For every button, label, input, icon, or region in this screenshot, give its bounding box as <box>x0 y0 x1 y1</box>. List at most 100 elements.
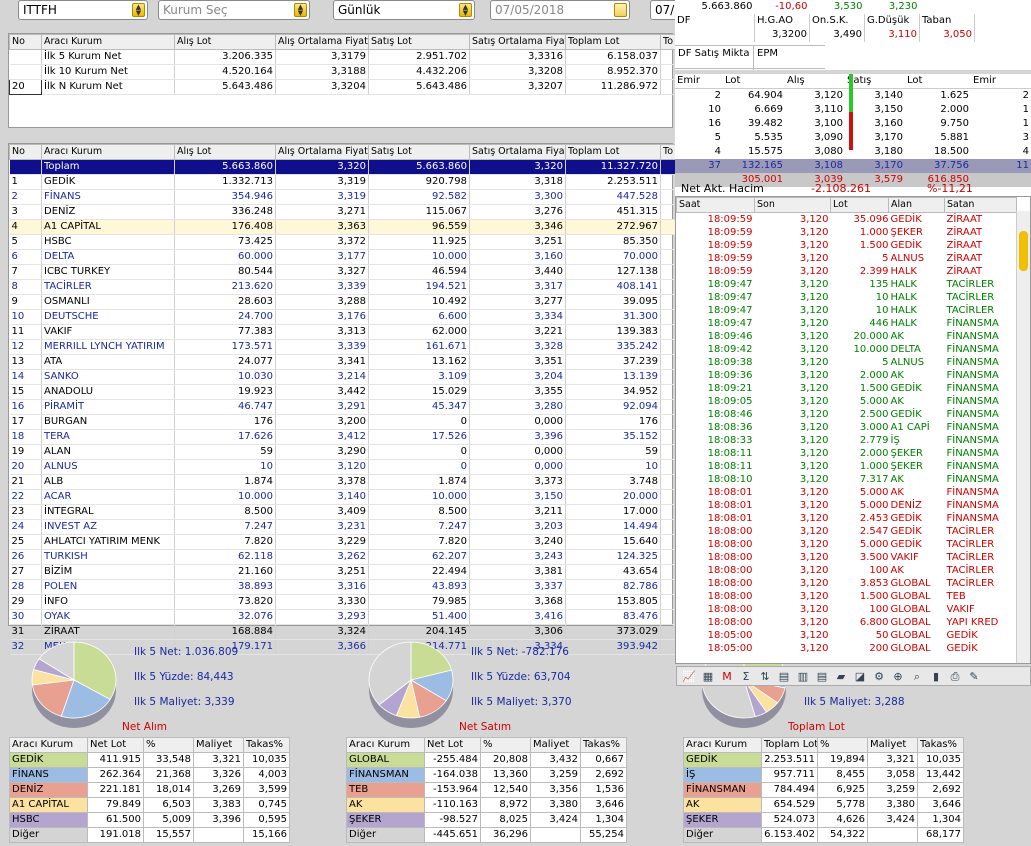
trade-row[interactable]: 18:08:00 3,120 1.500 GLOBAL TEB <box>677 590 1017 603</box>
table-row[interactable]: 29 İNFO 73.820 3,330 79.985 3,368 153.805 <box>9 594 690 610</box>
trade-row[interactable]: 18:09:47 3,120 10 HALK TACİRLER <box>677 304 1017 317</box>
pie-table-row[interactable]: ŞEKER -98.527 8,025 3,424 1,304 <box>346 812 627 828</box>
pie-table-row[interactable]: AK 654.529 5,778 3,380 3,646 <box>683 797 964 813</box>
column-header[interactable]: Aracı Kurum <box>41 34 175 50</box>
column-header[interactable]: Emir <box>971 74 1031 89</box>
column-header[interactable]: Toplam Lot <box>565 144 661 160</box>
column-header[interactable]: Lot <box>723 74 785 89</box>
table-row[interactable]: 25 AHLATCI YATIRIM MENK 7.820 3,229 7.820 3,2… <box>9 534 690 550</box>
table-row[interactable]: 6 DELTA 60.000 3,177 10.000 3,160 70.000 <box>9 249 690 265</box>
table-row[interactable]: 14 SANKO 10.030 3,214 3.109 3,204 13.139 <box>9 369 690 385</box>
column-header[interactable]: Lot <box>905 74 971 89</box>
summary-row[interactable]: 20 İlk N Kurum Net 5.643.486 3,3204 5.643.48… <box>9 79 690 95</box>
column-header[interactable]: Toplam Lot <box>565 34 661 50</box>
trade-row[interactable]: 18:08:00 3,120 5.000 GEDİK TACİRLER <box>677 538 1017 551</box>
table-row[interactable]: 16 PİRAMİT 46.747 3,291 45.347 3,280 92.094 <box>9 399 690 415</box>
table-row[interactable]: 27 BİZİM 21.160 3,251 22.494 3,381 43.654 <box>9 564 690 580</box>
calendar-icon[interactable]: ▥ <box>797 670 809 683</box>
trade-row[interactable]: 18:08:01 3,120 2.453 GEDİK FİNANSMA <box>677 512 1017 525</box>
table-row[interactable]: 10 DEUTSCHE 24.700 3,176 6.600 3,334 31.300 <box>9 309 690 325</box>
column-header[interactable]: Satış Ortalama Fiya <box>469 144 566 160</box>
trade-row[interactable]: 18:09:59 3,120 2.399 HALK ZİRAAT <box>677 265 1017 278</box>
document2-icon[interactable]: ▤ <box>816 670 828 683</box>
trade-row[interactable]: 18:09:46 3,120 20.000 AK FİNANSMA <box>677 330 1017 343</box>
depth-row[interactable]: 5 5.535 3,090 3,170 5.881 3 <box>675 131 1031 145</box>
pie-table-row[interactable]: GEDİK 2.253.511 19,894 3,321 10,035 <box>683 752 964 768</box>
table-row[interactable]: 28 POLEN 38.893 3,316 43.893 3,337 82.786 <box>9 579 690 595</box>
trade-row[interactable]: 18:08:00 3,120 100 GLOBAL VAKIF <box>677 603 1017 616</box>
trade-row[interactable]: 18:08:00 3,120 100 AK TACİRLER <box>677 564 1017 577</box>
depth-row[interactable]: 10 6.669 3,110 3,150 2.000 1 <box>675 103 1031 117</box>
sigma-icon[interactable]: Σ <box>742 670 750 683</box>
table-row[interactable]: 5 HSBC 73.425 3,372 11.925 3,251 85.350 <box>9 234 690 250</box>
table-row[interactable]: 1 GEDİK 1.332.713 3,319 920.798 3,318 2.253.51… <box>9 174 690 190</box>
column-header[interactable]: No <box>9 144 42 160</box>
column-header[interactable]: Lot <box>830 197 889 213</box>
table-row[interactable]: 23 İNTEGRAL 8.500 3,409 8.500 3,211 17.000 <box>9 504 690 520</box>
table-row[interactable]: 9 OSMANLI 28.603 3,288 10.492 3,277 39.095 <box>9 294 690 310</box>
trade-row[interactable]: 18:09:47 3,120 10 HALK TACİRLER <box>677 291 1017 304</box>
trade-row[interactable]: 18:09:59 3,120 1.000 ŞEKER ZİRAAT <box>677 226 1017 239</box>
trade-row[interactable]: 18:09:59 3,120 5 ALNUS ZİRAAT <box>677 252 1017 265</box>
trade-row[interactable]: 18:08:46 3,120 2.500 GEDİK FİNANSMA <box>677 408 1017 421</box>
trade-row[interactable]: 18:08:10 3,120 7.317 AK FİNANSMA <box>677 473 1017 486</box>
trade-row[interactable]: 18:05:00 3,120 50 GLOBAL GEDİK <box>677 629 1017 642</box>
column-header[interactable]: Satış <box>845 74 905 89</box>
table-row[interactable]: 22 ACAR 10.000 3,140 10.000 3,150 20.000 <box>9 489 690 505</box>
pie-table-row[interactable]: İŞ 957.711 8,455 3,058 13,442 <box>683 767 964 783</box>
pie-table-row[interactable]: FİNANSMAN 784.494 6,925 3,259 2,692 <box>683 782 964 798</box>
depth-row[interactable]: 2 64.904 3,120 3,140 1.625 2 <box>675 89 1031 104</box>
pie-table-row[interactable]: Diğer 191.018 15,557 15,166 <box>9 827 290 843</box>
trade-row[interactable]: 18:09:42 3,120 10.000 DELTA FİNANSMA <box>677 343 1017 356</box>
trade-row[interactable]: 18:08:11 3,120 1.000 ŞEKER FİNANSMA <box>677 460 1017 473</box>
column-header[interactable]: Son <box>754 197 831 213</box>
trade-row[interactable]: 18:08:01 3,120 5.000 DENİZ FİNANSMA <box>677 499 1017 512</box>
pie-table-row[interactable]: AK -110.163 8,972 3,380 3,646 <box>346 797 627 813</box>
pie-table-row[interactable]: Diğer 6.153.402 54,322 68,177 <box>683 827 964 843</box>
table-row[interactable]: 30 OYAK 32.076 3,293 51.400 3,416 83.476 <box>9 609 690 625</box>
trade-row[interactable]: 18:08:33 3,120 2.779 İŞ FİNANSMA <box>677 434 1017 447</box>
gear-icon[interactable]: ⚙ <box>874 670 884 683</box>
trade-row[interactable]: 18:08:00 3,120 6.800 GLOBAL YAPI KRED <box>677 616 1017 629</box>
trade-row[interactable]: 18:08:11 3,120 2.000 ŞEKER FİNANSMA <box>677 447 1017 460</box>
summary-row[interactable]: İlk 10 Kurum Net 4.520.164 3,3188 4.432.206… <box>9 64 690 80</box>
table-row[interactable]: 3 DENİZ 336.248 3,271 115.067 3,276 451.315 <box>9 204 690 220</box>
pie-table-row[interactable]: Diğer -445.651 36,296 55,254 <box>346 827 627 843</box>
trade-row[interactable]: 18:09:21 3,120 1.500 GEDİK FİNANSMA <box>677 382 1017 395</box>
column-header[interactable]: Satış Ortalama Fiyat <box>469 34 566 50</box>
scrollbar-thumb[interactable] <box>1019 231 1028 271</box>
pie-table-row[interactable]: HSBC 61.500 5,009 3,396 0,595 <box>9 812 290 828</box>
trade-row[interactable]: 18:09:38 3,120 5 ALNUS FİNANSMA <box>677 356 1017 369</box>
table-row[interactable]: 12 MERRILL LYNCH YATIRIM 173.571 3,339 161.6… <box>9 339 690 355</box>
period-select[interactable]: Günlük ▲ ▼ <box>333 0 475 20</box>
trade-row[interactable]: 18:09:59 3,120 35.096 GEDİK ZİRAAT <box>677 213 1017 227</box>
pie-table-row[interactable]: FİNANS 262.364 21,368 3,326 4,003 <box>9 767 290 783</box>
pie-table-row[interactable]: DENİZ 221.181 18,014 3,269 3,599 <box>9 782 290 798</box>
column-header[interactable]: Emir <box>675 74 723 89</box>
column-header[interactable]: Saat <box>676 197 755 213</box>
table-row[interactable]: 17 BURGAN 176 3,200 0 0,000 176 <box>9 414 690 430</box>
bar-icon[interactable]: ▮ <box>932 670 940 683</box>
column-header[interactable]: Alış Ortalama Fiyat <box>275 144 369 160</box>
table-icon[interactable]: ▦ <box>702 670 714 683</box>
table-row[interactable]: 11 VAKIF 77.383 3,313 62.000 3,221 139.383 <box>9 324 690 340</box>
table-row[interactable]: Toplam 5.663.860 3,320 5.663.860 3,320 11.327… <box>9 159 690 175</box>
edit-icon[interactable]: ✎ <box>969 670 979 683</box>
m-icon[interactable]: M <box>722 670 732 683</box>
table-row[interactable]: 7 ICBC TURKEY 80.544 3,327 46.594 3,440 127.13… <box>9 264 690 280</box>
date-input[interactable]: 07/05/2018 <box>490 0 630 20</box>
broker-select[interactable]: Kurum Seç ▲ ▼ <box>158 0 310 20</box>
trade-row[interactable]: 18:09:05 3,120 5.000 AK FİNANSMA <box>677 395 1017 408</box>
trade-row[interactable]: 18:09:47 3,120 135 HALK TACİRLER <box>677 278 1017 291</box>
column-header[interactable]: Satan <box>944 197 1017 213</box>
pie-table-row[interactable]: GLOBAL -255.484 20,808 3,432 0,667 <box>346 752 627 768</box>
pie-table-row[interactable]: TEB -153.964 12,540 3,356 1,536 <box>346 782 627 798</box>
column-header[interactable]: Aracı Kurum <box>41 144 175 160</box>
column-header[interactable]: Alış Lot <box>174 34 276 50</box>
table-row[interactable]: 13 ATA 24.077 3,341 13.162 3,351 37.239 <box>9 354 690 370</box>
table-row[interactable]: 20 ALNUS 10 3,120 0 0,000 10 <box>9 459 690 475</box>
table-row[interactable]: 2 FİNANS 354.946 3,319 92.582 3,300 447.528 <box>9 189 690 205</box>
trade-row[interactable]: 18:08:00 3,120 3.500 VAKIF TACİRLER <box>677 551 1017 564</box>
document-icon[interactable]: ▤ <box>778 670 790 683</box>
table-row[interactable]: 8 TACİRLER 213.620 3,339 194.521 3,317 408.141 <box>9 279 690 295</box>
